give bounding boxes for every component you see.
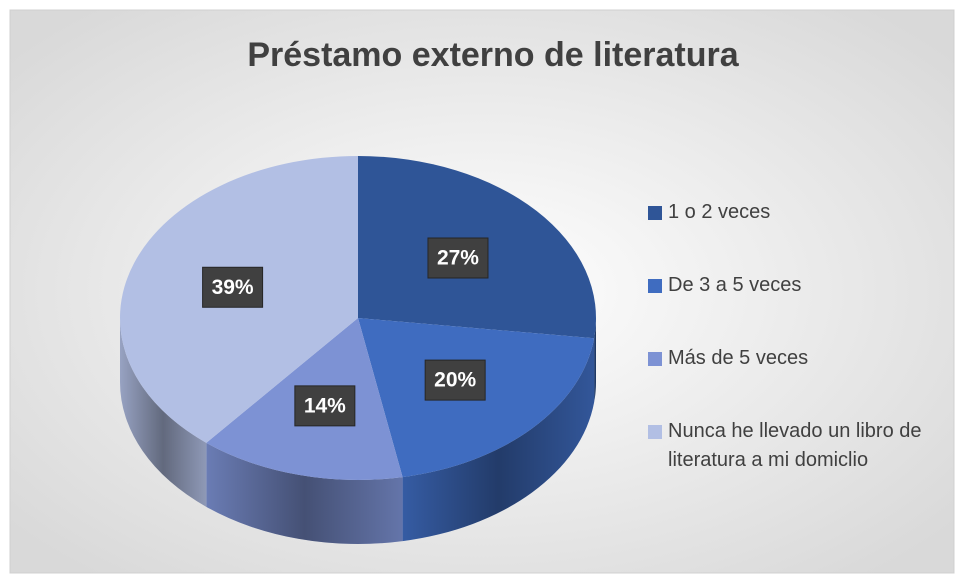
legend-item: Más de 5 veces	[648, 344, 948, 373]
chart-title: Préstamo externo de literatura	[247, 36, 739, 74]
pie-tops	[120, 156, 596, 480]
legend: 1 o 2 veces De 3 a 5 veces Más de 5 veces N…	[648, 198, 948, 519]
pie-side-shade	[119, 318, 207, 507]
legend-item: De 3 a 5 veces	[648, 271, 948, 300]
legend-item: Nunca he llevado un libro de literatura …	[648, 417, 948, 475]
legend-swatch	[648, 206, 662, 220]
data-label-box	[424, 359, 486, 401]
legend-label: De 3 a 5 veces	[668, 274, 802, 296]
legend-label: Más de 5 veces	[668, 347, 809, 369]
legend-item: 1 o 2 veces	[648, 198, 948, 227]
data-labels: 27% 20% 14% 39%	[202, 237, 489, 427]
legend-swatch	[648, 352, 662, 366]
legend-swatch	[648, 425, 662, 439]
data-label-box	[294, 385, 356, 427]
legend-label: 1 o 2 veces	[668, 201, 771, 223]
pie-side-shade	[206, 442, 403, 544]
data-label: 14%	[304, 394, 346, 417]
pie-sides	[119, 318, 596, 544]
data-label-box	[202, 266, 264, 308]
pie-side-shade	[402, 338, 595, 542]
data-label: 39%	[212, 276, 254, 299]
data-label: 20%	[434, 369, 476, 392]
legend-swatch	[648, 279, 662, 293]
legend-label: Nunca he llevado un libro de literatura …	[668, 420, 922, 471]
pie-side-shade	[594, 318, 596, 403]
data-label-box	[427, 237, 489, 279]
data-label: 27%	[437, 247, 479, 270]
